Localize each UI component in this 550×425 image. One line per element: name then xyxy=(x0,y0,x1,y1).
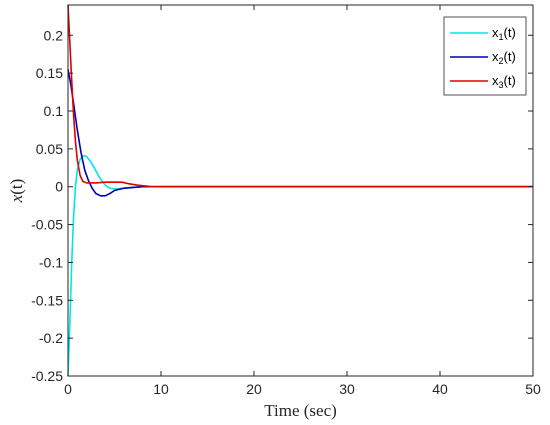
y-tick-label: -0.25 xyxy=(31,368,63,384)
legend-box xyxy=(443,16,527,96)
y-axis-label: x(t) xyxy=(7,179,26,204)
y-tick-label: -0.2 xyxy=(39,330,63,346)
y-tick-label: -0.15 xyxy=(31,292,63,308)
series-line-x3 xyxy=(67,4,533,188)
plot-frame xyxy=(67,4,534,377)
x-tick-label: 50 xyxy=(525,381,541,397)
y-axis-label-argument: (t) xyxy=(7,179,26,195)
legend-label-x2: x2(t) xyxy=(492,49,516,66)
x-tick-label: 40 xyxy=(432,381,448,397)
legend: x1(t) x2(t) x3(t) xyxy=(443,16,527,96)
y-tick-label: 0.05 xyxy=(36,141,63,157)
y-tick-label: -0.1 xyxy=(39,254,63,270)
y-tick-label: 0.1 xyxy=(44,103,64,119)
x-tick-label: 10 xyxy=(153,381,169,397)
x-tick-label: 30 xyxy=(339,381,355,397)
legend-label-x1: x1(t) xyxy=(492,25,516,42)
y-tick-label: 0 xyxy=(55,179,63,195)
y-tick-label: -0.05 xyxy=(31,217,63,233)
y-tick-label: 0.2 xyxy=(44,27,64,43)
series-layer xyxy=(67,4,533,377)
x-tick-label: 0 xyxy=(64,381,72,397)
legend-label-x3: x3(t) xyxy=(492,73,516,90)
y-tick-label: 0.15 xyxy=(36,65,63,81)
x-axis-label: Time (sec) xyxy=(264,401,337,420)
x-tick-label: 20 xyxy=(246,381,262,397)
tick-layer: 0 10 20 30 40 50 -0.25 -0.2 -0.15 -0.1 -0.05 0 0.05 0… xyxy=(31,5,541,397)
y-axis-label-variable: x xyxy=(7,194,26,203)
series-line-x2 xyxy=(67,69,533,197)
svg-text:x(t): x(t) xyxy=(7,179,26,204)
